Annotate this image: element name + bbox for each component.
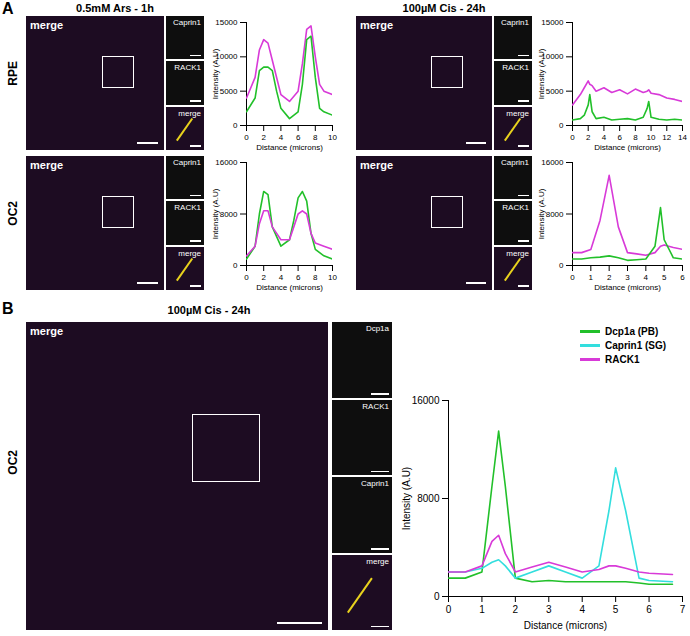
html-text:merge: merge [366,556,389,566]
svg-text:2: 2 [607,273,612,282]
svg-text:2: 2 [586,133,591,142]
svg-text:16000: 16000 [215,158,238,167]
svg-text:0: 0 [244,133,249,142]
html-text:Caprin1: Caprin1 [173,18,201,27]
svg-text:Distance (microns): Distance (microns) [594,143,661,152]
svg-text:6: 6 [617,133,622,142]
svg-text:0: 0 [434,591,440,602]
html-text:RACK1: RACK1 [362,401,389,411]
svg-text:2: 2 [261,133,266,142]
svg-text:15000: 15000 [215,18,238,27]
svg-text:Distance (microns): Distance (microns) [524,620,607,631]
svg-text:0: 0 [559,261,564,270]
svg-text:0: 0 [559,121,564,130]
svg-text:15000: 15000 [541,18,564,27]
html-text:merge: merge [360,19,393,31]
html-text:Caprin1: Caprin1 [501,18,529,27]
svg-text:6: 6 [296,273,301,282]
html-text:merge: merge [506,248,529,258]
svg-text:6: 6 [646,604,652,615]
svg-text:0: 0 [570,133,575,142]
html-text:merge: merge [178,108,201,118]
html-text:RPE: RPE [6,61,20,86]
svg-text:3: 3 [625,273,630,282]
svg-text:8000: 8000 [546,210,564,219]
svg-text:Intensity (A.U): Intensity (A.U) [537,48,546,99]
svg-text:10: 10 [328,133,337,142]
svg-text:Distance (microns): Distance (microns) [256,283,323,292]
svg-text:Distance (microns): Distance (microns) [256,143,323,152]
svg-text:14: 14 [678,133,687,142]
html-text:Dcp1a (PB): Dcp1a (PB) [605,326,659,337]
svg-text:3: 3 [546,604,552,615]
html-text:Caprin1 (SG): Caprin1 (SG) [605,340,667,351]
svg-text:16000: 16000 [412,395,440,406]
svg-text:0: 0 [446,604,452,615]
html-text:Caprin1: Caprin1 [361,479,389,488]
svg-text:8: 8 [313,133,318,142]
html-text:merge: merge [30,19,63,31]
svg-text:4: 4 [644,273,649,282]
svg-text:16000: 16000 [541,158,564,167]
svg-text:5000: 5000 [220,87,238,96]
svg-text:Intensity (A.U): Intensity (A.U) [211,48,220,99]
html-text:OC2: OC2 [6,450,20,475]
svg-text:8000: 8000 [220,210,238,219]
svg-text:8000: 8000 [417,493,440,504]
html-text:RACK1: RACK1 [174,63,201,73]
html-text:merge: merge [506,108,529,118]
html-text:OC2: OC2 [6,201,20,226]
html-text:A: A [2,0,14,17]
svg-text:1: 1 [479,604,485,615]
svg-text:2: 2 [261,273,266,282]
svg-text:0: 0 [233,121,238,130]
html-text:100µM Cis - 24h: 100µM Cis - 24h [167,304,251,316]
svg-text:12: 12 [662,133,671,142]
svg-text:5000: 5000 [546,87,564,96]
svg-text:Intensity (A.U): Intensity (A.U) [537,188,546,239]
svg-text:0: 0 [244,273,249,282]
svg-text:6: 6 [296,133,301,142]
svg-text:Distance (microns): Distance (microns) [594,283,661,292]
svg-text:4: 4 [279,133,284,142]
html-text:Dcp1a: Dcp1a [365,324,389,333]
svg-text:1: 1 [589,273,594,282]
svg-text:8: 8 [633,133,638,142]
svg-text:10000: 10000 [541,52,564,62]
svg-text:4: 4 [279,273,284,282]
html-text:RACK1: RACK1 [174,203,201,213]
html-text:0.5mM Ars - 1h: 0.5mM Ars - 1h [76,2,154,14]
svg-text:4: 4 [602,133,607,142]
svg-text:7: 7 [680,604,686,615]
svg-text:8: 8 [313,273,318,282]
svg-text:5: 5 [662,273,667,282]
svg-text:5: 5 [613,604,619,615]
svg-text:Intensity (A.U): Intensity (A.U) [401,467,412,530]
html-text:merge: merge [178,248,201,258]
svg-text:2: 2 [513,604,519,615]
svg-text:Intensity (A.U): Intensity (A.U) [211,188,220,239]
svg-text:0: 0 [233,261,238,270]
svg-text:10: 10 [647,133,656,142]
html-text:merge: merge [30,159,63,171]
html-text:Caprin1: Caprin1 [173,158,201,167]
html-text:RACK1: RACK1 [502,63,529,73]
html-text:merge: merge [30,325,63,337]
html-text:B: B [2,300,14,317]
html-text:Caprin1: Caprin1 [501,158,529,167]
html-text:RACK1: RACK1 [502,203,529,213]
svg-text:4: 4 [579,604,585,615]
html-text:RACK1: RACK1 [605,354,640,365]
html-text:merge: merge [360,159,393,171]
svg-text:10000: 10000 [215,52,238,62]
svg-text:6: 6 [680,273,685,282]
svg-text:0: 0 [570,273,575,282]
html-text:100µM Cis - 24h: 100µM Cis - 24h [402,2,486,14]
svg-text:10: 10 [328,273,337,282]
